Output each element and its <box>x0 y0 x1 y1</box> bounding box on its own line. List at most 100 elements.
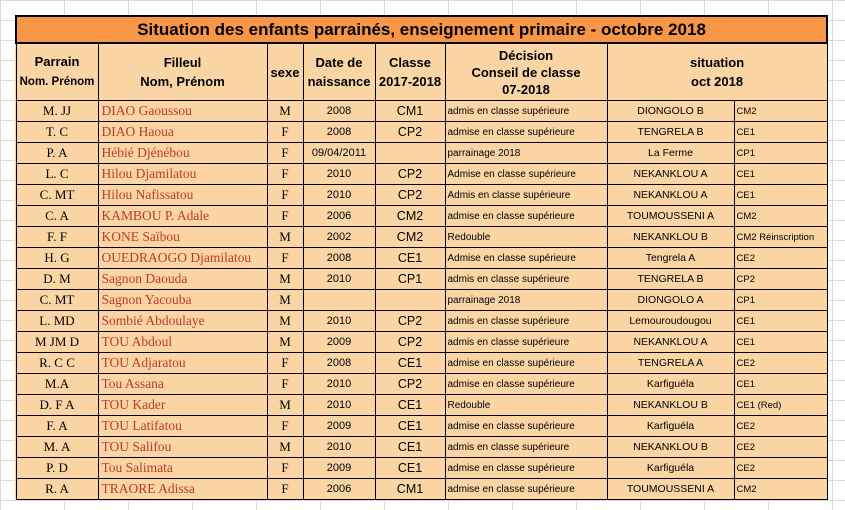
header-sexe[interactable]: sexe <box>266 42 304 101</box>
cell-decision[interactable]: admise en classe supérieure <box>444 415 608 437</box>
cell-situation[interactable]: CE1 <box>733 184 828 206</box>
cell-ecole[interactable]: Lemouroudougou <box>606 310 735 332</box>
cell-classe[interactable]: CE1 <box>374 457 446 479</box>
cell-situation[interactable]: CM2 <box>733 205 828 227</box>
cell-parrain[interactable]: P. A <box>15 142 99 164</box>
cell-classe[interactable]: CM1 <box>374 478 446 500</box>
cell-ecole[interactable]: NEKANKLOU A <box>606 184 735 206</box>
header-situation[interactable]: situation oct 2018 <box>606 42 828 101</box>
cell-parrain[interactable]: D. F A <box>15 394 99 416</box>
cell-ecole[interactable]: TOUMOUSSENI A <box>606 478 735 500</box>
cell-date-naissance[interactable]: 2010 <box>302 394 376 416</box>
cell-sexe[interactable]: M <box>266 310 304 332</box>
cell-filleul[interactable]: TOU Kader <box>97 394 268 416</box>
cell-parrain[interactable]: M.A <box>15 373 99 395</box>
cell-sexe[interactable]: M <box>266 268 304 290</box>
cell-decision[interactable]: admis en classe supérieure <box>444 436 608 458</box>
header-date[interactable]: Date de naissance <box>302 42 376 101</box>
cell-situation[interactable]: CE2 <box>733 247 828 269</box>
cell-classe[interactable]: CE1 <box>374 352 446 374</box>
cell-ecole[interactable]: NEKANKLOU B <box>606 436 735 458</box>
cell-parrain[interactable]: H. G <box>15 247 99 269</box>
cell-date-naissance[interactable]: 2010 <box>302 436 376 458</box>
cell-decision[interactable]: parrainage 2018 <box>444 289 608 311</box>
cell-date-naissance[interactable] <box>302 289 376 311</box>
cell-sexe[interactable]: F <box>266 415 304 437</box>
cell-ecole[interactable]: NEKANKLOU A <box>606 163 735 185</box>
cell-decision[interactable]: admis en classe supérieure <box>444 100 608 122</box>
cell-sexe[interactable]: F <box>266 457 304 479</box>
cell-ecole[interactable]: La Ferme <box>606 142 735 164</box>
cell-parrain[interactable]: P. D <box>15 457 99 479</box>
cell-filleul[interactable]: Tou Assana <box>97 373 268 395</box>
cell-date-naissance[interactable]: 2010 <box>302 310 376 332</box>
cell-parrain[interactable]: L. MD <box>15 310 99 332</box>
cell-situation[interactable]: CP1 <box>733 289 828 311</box>
cell-decision[interactable]: admis en classe supérieure <box>444 310 608 332</box>
cell-classe[interactable]: CP1 <box>374 268 446 290</box>
cell-parrain[interactable]: M. A <box>15 436 99 458</box>
cell-situation[interactable]: CE2 <box>733 436 828 458</box>
cell-filleul[interactable]: Hilou Nafissatou <box>97 184 268 206</box>
cell-ecole[interactable]: TENGRELA B <box>606 121 735 143</box>
cell-ecole[interactable]: TENGRELA A <box>606 352 735 374</box>
cell-sexe[interactable]: F <box>266 163 304 185</box>
cell-filleul[interactable]: Sagnon Yacouba <box>97 289 268 311</box>
cell-sexe[interactable]: F <box>266 184 304 206</box>
cell-classe[interactable]: CP2 <box>374 121 446 143</box>
cell-ecole[interactable]: DIONGOLO A <box>606 289 735 311</box>
cell-classe[interactable]: CM2 <box>374 226 446 248</box>
cell-date-naissance[interactable]: 2006 <box>302 205 376 227</box>
cell-sexe[interactable]: M <box>266 394 304 416</box>
cell-parrain[interactable]: R. C C <box>15 352 99 374</box>
cell-filleul[interactable]: Sombié Abdoulaye <box>97 310 268 332</box>
cell-sexe[interactable]: F <box>266 478 304 500</box>
cell-date-naissance[interactable]: 2008 <box>302 100 376 122</box>
cell-classe[interactable]: CE1 <box>374 436 446 458</box>
cell-ecole[interactable]: TOUMOUSSENI A <box>606 205 735 227</box>
cell-situation[interactable]: CE2 <box>733 352 828 374</box>
cell-decision[interactable]: admise en classe supérieure <box>444 352 608 374</box>
cell-decision[interactable]: Redouble <box>444 394 608 416</box>
cell-parrain[interactable]: F. A <box>15 415 99 437</box>
cell-situation[interactable]: CE1 <box>733 331 828 353</box>
cell-classe[interactable]: CP2 <box>374 310 446 332</box>
cell-situation[interactable]: CE1 <box>733 310 828 332</box>
cell-parrain[interactable]: R. A <box>15 478 99 500</box>
cell-classe[interactable]: CE1 <box>374 394 446 416</box>
cell-sexe[interactable]: M <box>266 436 304 458</box>
cell-decision[interactable]: Admise en classe supérieure <box>444 163 608 185</box>
cell-ecole[interactable]: Karfiguéla <box>606 373 735 395</box>
cell-sexe[interactable]: M <box>266 289 304 311</box>
header-parrain[interactable]: Parrain Nom. Prénom <box>15 42 99 101</box>
cell-situation[interactable]: CE1 <box>733 121 828 143</box>
cell-classe[interactable] <box>374 142 446 164</box>
cell-sexe[interactable]: F <box>266 352 304 374</box>
cell-ecole[interactable]: NEKANKLOU A <box>606 331 735 353</box>
cell-decision[interactable]: admise en classe supérieure <box>444 478 608 500</box>
header-decision[interactable]: Décision Conseil de classe 07-2018 <box>444 42 608 101</box>
cell-filleul[interactable]: DIAO Gaoussou <box>97 100 268 122</box>
cell-ecole[interactable]: Tengrela A <box>606 247 735 269</box>
cell-decision[interactable]: admise en classe supérieure <box>444 457 608 479</box>
cell-date-naissance[interactable]: 2010 <box>302 268 376 290</box>
cell-parrain[interactable]: D. M <box>15 268 99 290</box>
cell-decision[interactable]: admise en classe supérieure <box>444 373 608 395</box>
cell-classe[interactable]: CP2 <box>374 184 446 206</box>
cell-sexe[interactable]: M <box>266 331 304 353</box>
cell-classe[interactable]: CM2 <box>374 205 446 227</box>
cell-ecole[interactable]: Karfiguéla <box>606 457 735 479</box>
cell-decision[interactable]: admise en classe supérieure <box>444 121 608 143</box>
cell-decision[interactable]: Admise en classe supérieure <box>444 247 608 269</box>
cell-date-naissance[interactable]: 2006 <box>302 478 376 500</box>
cell-date-naissance[interactable]: 09/04/2011 <box>302 142 376 164</box>
cell-parrain[interactable]: T. C <box>15 121 99 143</box>
cell-filleul[interactable]: TOU Abdoul <box>97 331 268 353</box>
cell-date-naissance[interactable]: 2008 <box>302 247 376 269</box>
cell-date-naissance[interactable]: 2010 <box>302 163 376 185</box>
cell-date-naissance[interactable]: 2008 <box>302 352 376 374</box>
cell-classe[interactable]: CE1 <box>374 415 446 437</box>
cell-sexe[interactable]: F <box>266 142 304 164</box>
cell-sexe[interactable]: M <box>266 100 304 122</box>
cell-situation[interactable]: CE1 (Red) <box>733 394 828 416</box>
